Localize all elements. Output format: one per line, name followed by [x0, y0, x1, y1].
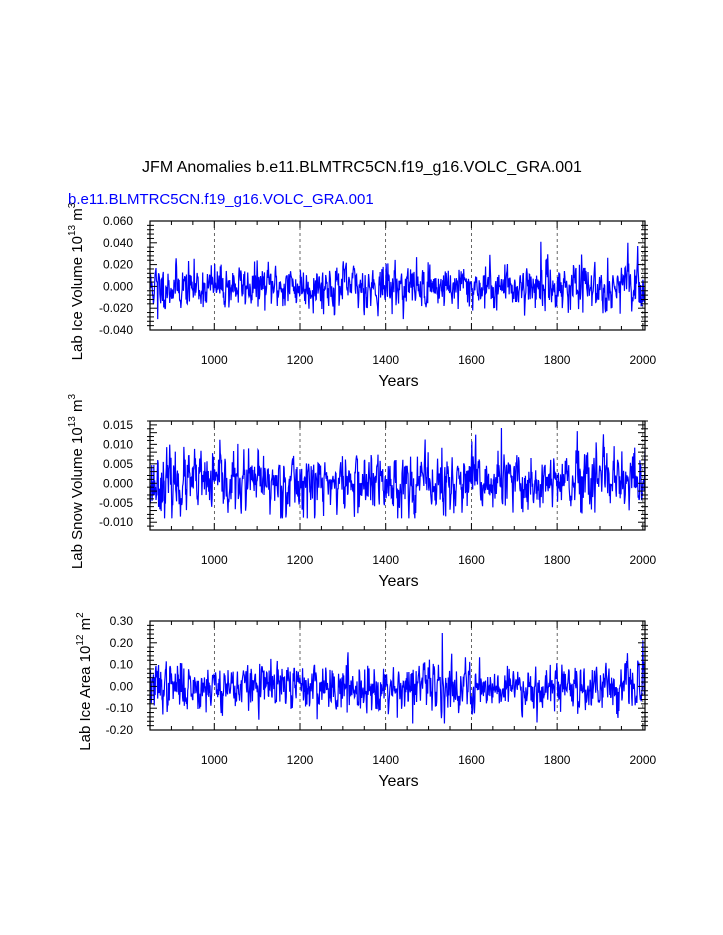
y-label-unit-exponent: 3 — [67, 393, 78, 399]
y-tick-label: -0.20 — [106, 723, 134, 737]
series-line — [149, 632, 646, 724]
y-tick-label: -0.10 — [106, 701, 134, 715]
x-tick-label: 1400 — [372, 753, 399, 767]
figure-title: JFM Anomalies b.e11.BLMTRC5CN.f19_g16.VO… — [142, 159, 582, 176]
y-tick-label: 0.005 — [103, 457, 133, 471]
series-line — [149, 428, 646, 519]
y-tick-label: 0.000 — [103, 476, 133, 490]
x-tick-label: 1200 — [287, 753, 314, 767]
y-tick-label: -0.005 — [99, 496, 133, 510]
y-label-unit-exponent: 2 — [75, 612, 86, 618]
y-label-unit: m — [69, 208, 86, 225]
y-tick-label: -0.040 — [99, 323, 133, 337]
panel-1: 1000 1200 1400 1600 1800 2000 -0.040 -0.020 0.00… — [67, 202, 657, 390]
x-axis-label: Years — [378, 373, 418, 390]
panels-group: 1000 1200 1400 1600 1800 2000 -0.040 -0.020 0.00… — [67, 202, 657, 790]
x-tick-label: 1600 — [458, 353, 485, 367]
y-tick-label: 0.020 — [103, 258, 133, 272]
y-tick-label: 0.010 — [103, 437, 133, 451]
plot-frame — [149, 620, 646, 731]
x-tick-label: 1000 — [201, 553, 228, 567]
x-tick-label: 1800 — [544, 353, 571, 367]
y-tick-label: 0.040 — [103, 236, 133, 250]
y-axis-label: Lab Ice Area 1012 m2 — [75, 612, 94, 751]
y-label-exponent: 12 — [75, 634, 86, 646]
y-label-exponent: 13 — [67, 416, 78, 428]
x-tick-label: 1000 — [201, 753, 228, 767]
y-tick-label: 0.015 — [103, 418, 133, 432]
y-axis-label: Lab Snow Volume 1013 m3 — [67, 393, 86, 569]
y-tick-label: 0.000 — [103, 279, 133, 293]
y-tick-label: 0.060 — [103, 214, 133, 228]
y-axis-label: Lab Ice Volume 1013 m3 — [67, 202, 86, 360]
x-tick-label: 1600 — [458, 553, 485, 567]
x-axis-label: Years — [378, 773, 418, 790]
y-tick-label: -0.010 — [99, 515, 133, 529]
y-tick-label: 0.00 — [110, 679, 134, 693]
y-tick-label: 0.30 — [110, 614, 134, 628]
panel-2: 1000 1200 1400 1600 1800 2000 -0.010 -0.005 0.00… — [67, 393, 657, 590]
panel-3: 1000 1200 1400 1600 1800 2000 -0.20 -0.10 0.00 0.… — [75, 612, 657, 790]
y-label-unit: m — [69, 399, 86, 416]
y-tick-label: -0.020 — [99, 301, 133, 315]
series-line — [149, 241, 646, 320]
y-label-main: Lab Ice Area 10 — [77, 646, 94, 751]
x-tick-label: 1200 — [287, 553, 314, 567]
x-tick-label: 1200 — [287, 353, 314, 367]
y-label-exponent: 13 — [67, 224, 78, 236]
x-tick-label: 2000 — [630, 353, 657, 367]
x-axis-label: Years — [378, 573, 418, 590]
y-label-unit-exponent: 3 — [67, 202, 78, 208]
x-tick-label: 1800 — [544, 553, 571, 567]
plot-frame — [149, 220, 646, 331]
y-label-unit: m — [77, 618, 94, 635]
y-label-main: Lab Snow Volume 10 — [69, 427, 86, 569]
y-label-main: Lab Ice Volume 10 — [69, 236, 86, 360]
panel-subtitle: b.e11.BLMTRC5CN.f19_g16.VOLC_GRA.001 — [68, 191, 374, 208]
x-tick-label: 1800 — [544, 753, 571, 767]
x-tick-label: 2000 — [630, 753, 657, 767]
x-tick-label: 2000 — [630, 553, 657, 567]
y-tick-label: 0.10 — [110, 658, 134, 672]
x-tick-label: 1400 — [372, 353, 399, 367]
x-tick-label: 1600 — [458, 753, 485, 767]
x-tick-label: 1400 — [372, 553, 399, 567]
x-tick-label: 1000 — [201, 353, 228, 367]
y-tick-label: 0.20 — [110, 636, 134, 650]
